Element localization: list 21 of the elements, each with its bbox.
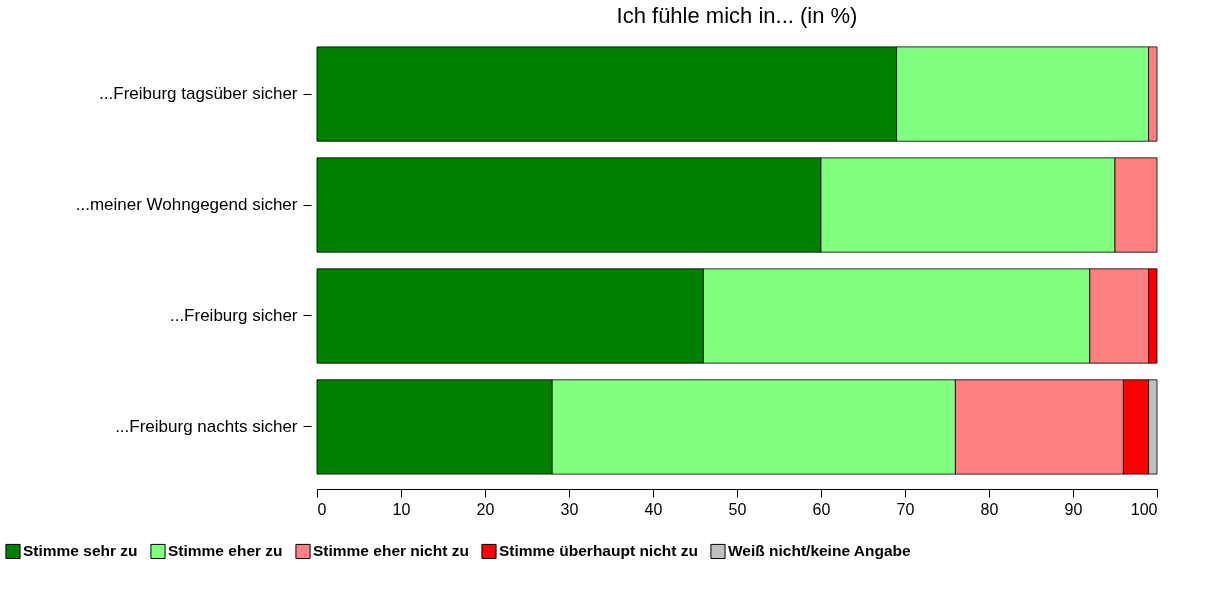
x-tick-label: 40	[644, 500, 663, 518]
y-tick-label: ...Freiburg tagsüber sicher	[99, 84, 298, 104]
x-tick-label: 70	[896, 500, 915, 518]
x-tick-label: 30	[560, 500, 579, 518]
x-tick-label: 10	[392, 500, 411, 518]
chart-title: Ich fühle mich in... (in %)	[616, 3, 858, 28]
legend-label: Stimme eher zu	[168, 542, 283, 560]
x-tick-label: 20	[476, 500, 495, 518]
x-tick-label: 50	[728, 500, 747, 518]
legend-label: Stimme überhaupt nicht zu	[499, 542, 698, 560]
y-tick-label: ...Freiburg nachts sicher	[115, 416, 298, 436]
legend-label: Stimme sehr zu	[23, 542, 138, 560]
y-tick-label: ...meiner Wohngegend sicher	[75, 195, 298, 215]
x-tick-label: 60	[812, 500, 831, 518]
legend-label: Stimme eher nicht zu	[313, 542, 469, 560]
x-tick-label: 0	[317, 500, 327, 518]
x-tick-label: 100	[1130, 500, 1158, 518]
legend-label: Weiß nicht/keine Angabe	[728, 542, 911, 560]
x-tick-label: 90	[1064, 500, 1083, 518]
y-tick-label: ...Freiburg sicher	[169, 305, 298, 325]
x-tick-label: 80	[980, 500, 999, 518]
